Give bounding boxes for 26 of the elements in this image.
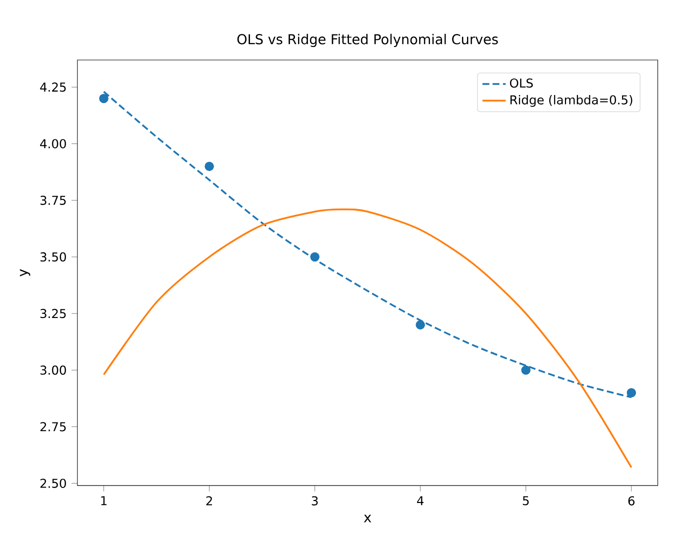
x-tick-label: 2	[206, 496, 212, 506]
line-series	[102, 208, 632, 468]
y-tick-label: 2.50	[40, 478, 66, 488]
x-tick-label: 1	[101, 496, 107, 506]
y-tick-label: 3.75	[40, 196, 66, 206]
y-tick-label: 4.00	[40, 139, 66, 148]
y-tick-label: 3.00	[40, 366, 66, 375]
chart-title: OLS vs Ridge Fitted Polynomial Curves	[237, 34, 498, 48]
legend-label: OLS	[510, 78, 533, 88]
point	[521, 366, 530, 375]
x-tick-label: 4	[417, 496, 424, 506]
x-tick-label: 3	[312, 496, 318, 506]
x-tick-label: 5	[522, 496, 529, 506]
y-tick-label: 3.25	[40, 309, 66, 318]
y-axis-title: y	[20, 269, 30, 277]
y-tick-label: 4.25	[40, 82, 66, 92]
point	[310, 252, 320, 262]
y-tick-label: 3.50	[40, 252, 66, 262]
legend-label: Ridge (lambda=0.5)	[510, 95, 632, 107]
x-axis-title: x	[364, 514, 372, 522]
point	[416, 320, 425, 330]
point	[99, 94, 108, 104]
x-tick-label: 6	[628, 496, 635, 506]
y-tick-label: 2.75	[40, 422, 66, 432]
point	[626, 388, 636, 398]
point	[204, 162, 214, 172]
